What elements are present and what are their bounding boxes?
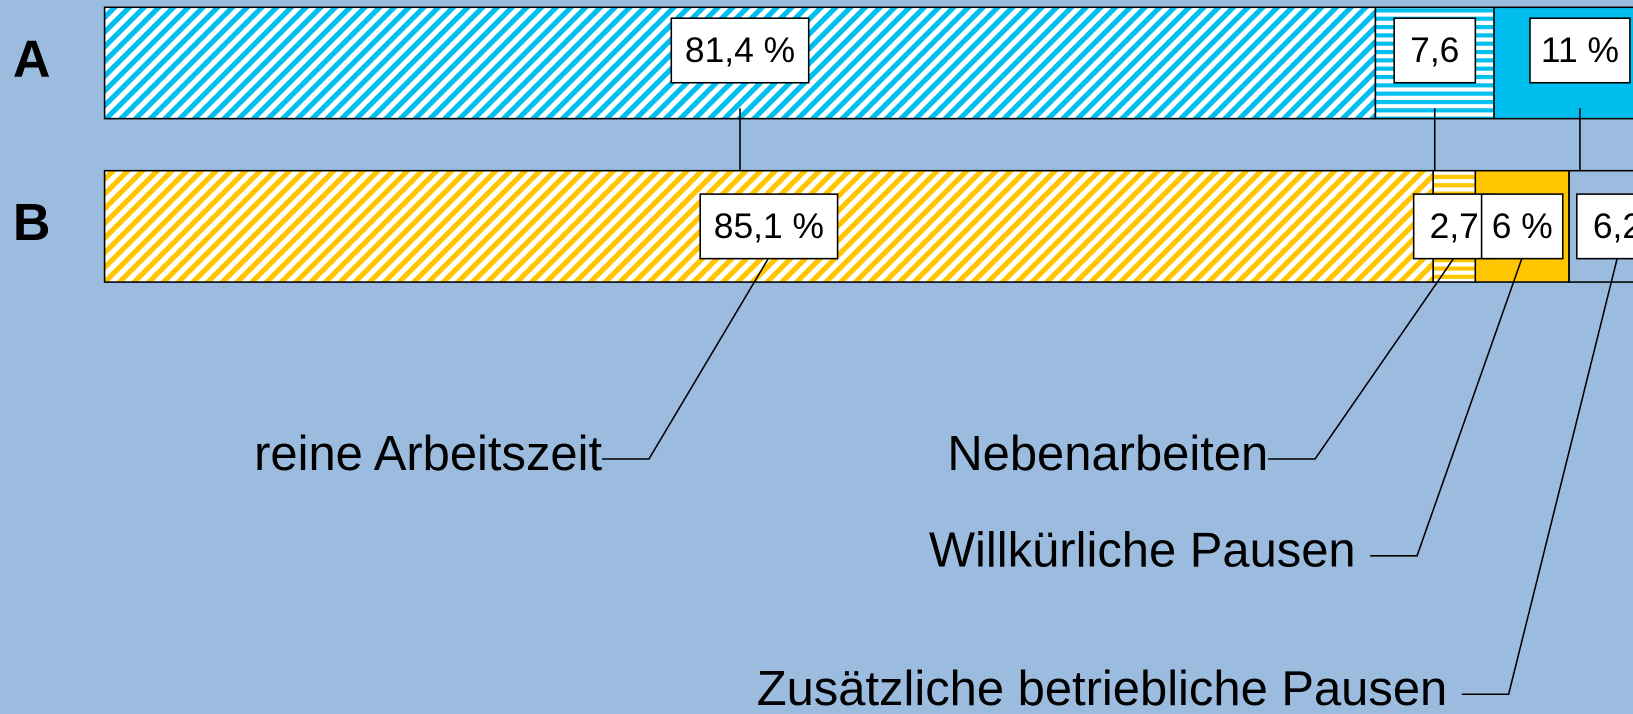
value-label-box — [1576, 193, 1633, 260]
leader-line — [602, 257, 770, 460]
value-label: 11 % — [1541, 31, 1619, 70]
legend-label: Zusätzliche betriebliche Pausen — [757, 662, 1448, 714]
value-label: 7,6 — [1410, 31, 1459, 70]
legend-label: Willkürliche Pausen — [929, 524, 1356, 578]
category-label: B — [13, 194, 51, 252]
bar-segment — [1568, 169, 1633, 283]
value-label-box — [1529, 17, 1631, 84]
value-label-box — [1480, 193, 1564, 260]
legend-label: reine Arbeitszeit — [254, 427, 602, 481]
category-label: A — [13, 31, 51, 89]
leader-line — [1370, 257, 1523, 557]
value-label-box — [1393, 17, 1477, 84]
value-label-box — [699, 193, 839, 260]
value-label: 81,4 % — [685, 31, 795, 70]
value-label: 6,2 — [1593, 207, 1633, 246]
value-label: 6 % — [1492, 207, 1553, 246]
legend-label: Nebenarbeiten — [947, 427, 1268, 481]
value-label-box — [670, 17, 810, 84]
leader-line — [1268, 257, 1455, 460]
value-label: 2,7 — [1430, 207, 1479, 246]
leader-line — [1461, 257, 1619, 696]
value-label: 85,1 % — [714, 207, 824, 246]
